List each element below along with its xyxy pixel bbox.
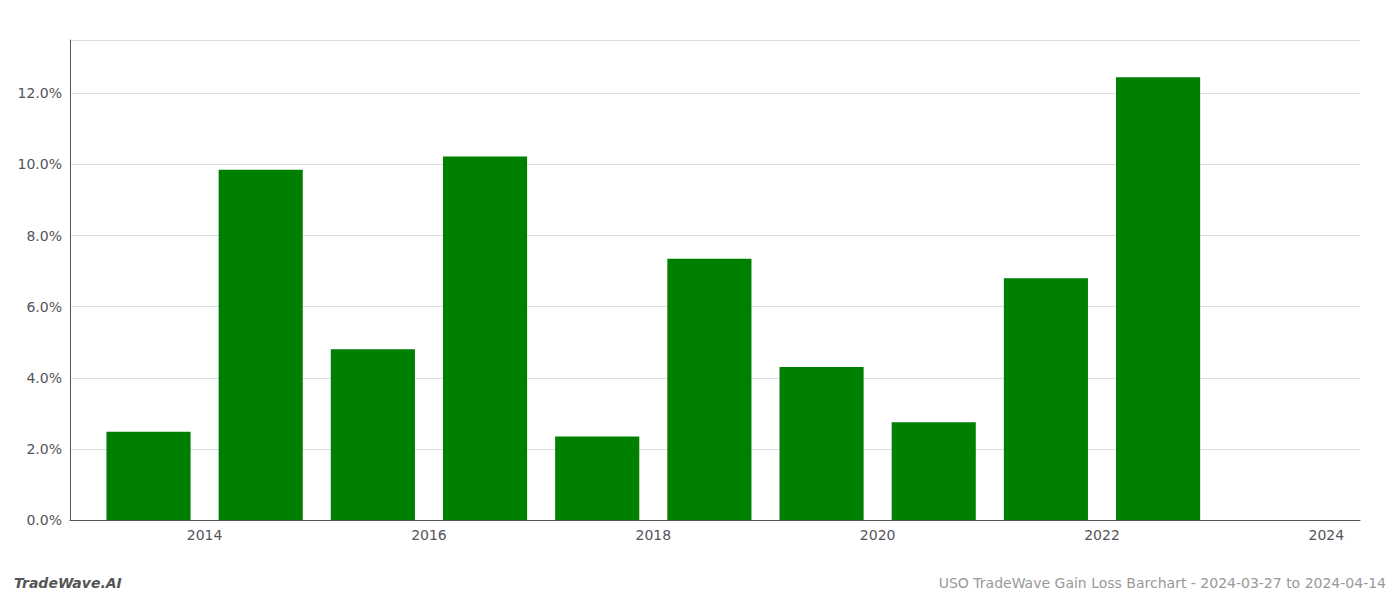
svg-text:4.0%: 4.0% [26, 370, 62, 386]
svg-text:12.0%: 12.0% [18, 85, 62, 101]
svg-text:2018: 2018 [635, 527, 671, 543]
svg-text:2.0%: 2.0% [26, 441, 62, 457]
svg-text:2024: 2024 [1309, 527, 1345, 543]
svg-text:TradeWave.AI: TradeWave.AI [14, 575, 122, 591]
svg-text:10.0%: 10.0% [18, 156, 62, 172]
svg-text:2022: 2022 [1084, 527, 1120, 543]
svg-text:USO TradeWave Gain Loss Barcha: USO TradeWave Gain Loss Barchart - 2024-… [939, 575, 1386, 591]
svg-text:6.0%: 6.0% [26, 299, 62, 315]
svg-text:8.0%: 8.0% [26, 228, 62, 244]
svg-text:2020: 2020 [860, 527, 896, 543]
svg-text:0.0%: 0.0% [26, 512, 62, 528]
svg-text:2014: 2014 [187, 527, 223, 543]
svg-text:2016: 2016 [411, 527, 447, 543]
